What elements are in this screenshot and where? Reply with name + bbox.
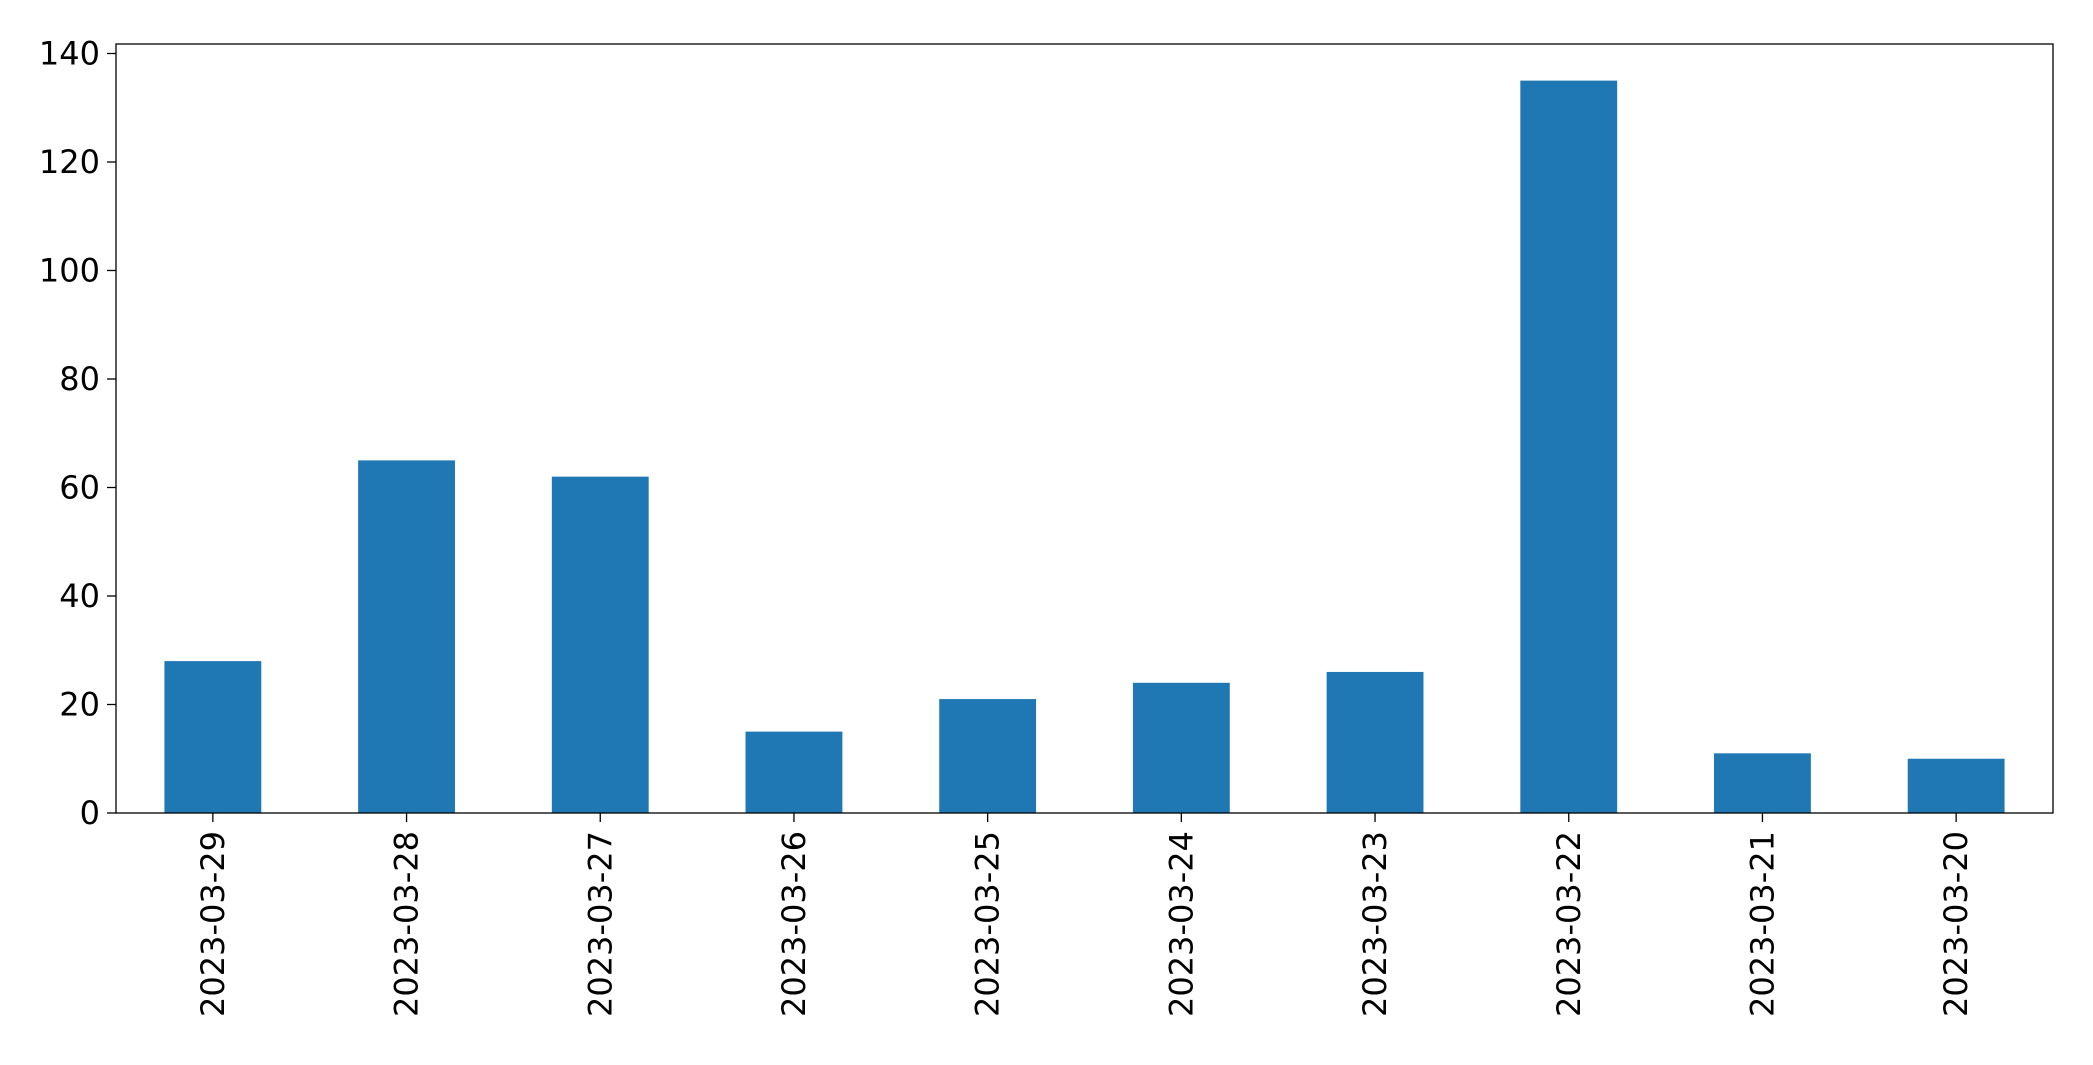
plot-frame bbox=[115, 43, 2054, 814]
bar bbox=[1326, 671, 1424, 813]
x-tick-label: 2023-03-26 bbox=[775, 831, 813, 1017]
y-tick-label: 80 bbox=[59, 360, 100, 398]
x-tick-label: 2023-03-25 bbox=[969, 831, 1007, 1017]
bar bbox=[745, 731, 843, 813]
x-tick-label: 2023-03-23 bbox=[1356, 831, 1394, 1017]
y-tick-label: 60 bbox=[59, 468, 100, 506]
x-tick-label: 2023-03-22 bbox=[1550, 831, 1588, 1017]
x-tick-label: 2023-03-28 bbox=[388, 831, 426, 1017]
y-tick-label: 20 bbox=[59, 685, 100, 723]
x-tick-label: 2023-03-20 bbox=[1937, 831, 1975, 1017]
bar bbox=[551, 476, 649, 813]
y-tick-label: 100 bbox=[39, 251, 100, 289]
x-tick-label: 2023-03-29 bbox=[194, 831, 232, 1017]
x-tick-label: 2023-03-27 bbox=[581, 831, 619, 1017]
bar bbox=[1714, 753, 1811, 813]
y-tick-label: 0 bbox=[80, 794, 100, 832]
bar bbox=[1520, 80, 1618, 814]
bar bbox=[1907, 758, 2005, 813]
y-tick-label: 40 bbox=[59, 577, 100, 615]
x-tick-label: 2023-03-21 bbox=[1743, 831, 1781, 1017]
bar bbox=[939, 699, 1037, 813]
bar bbox=[164, 661, 262, 813]
bar bbox=[358, 460, 455, 813]
y-tick-label: 140 bbox=[39, 34, 100, 72]
bar bbox=[1132, 682, 1230, 813]
y-tick-label: 120 bbox=[39, 143, 100, 181]
x-tick-label: 2023-03-24 bbox=[1162, 831, 1200, 1017]
